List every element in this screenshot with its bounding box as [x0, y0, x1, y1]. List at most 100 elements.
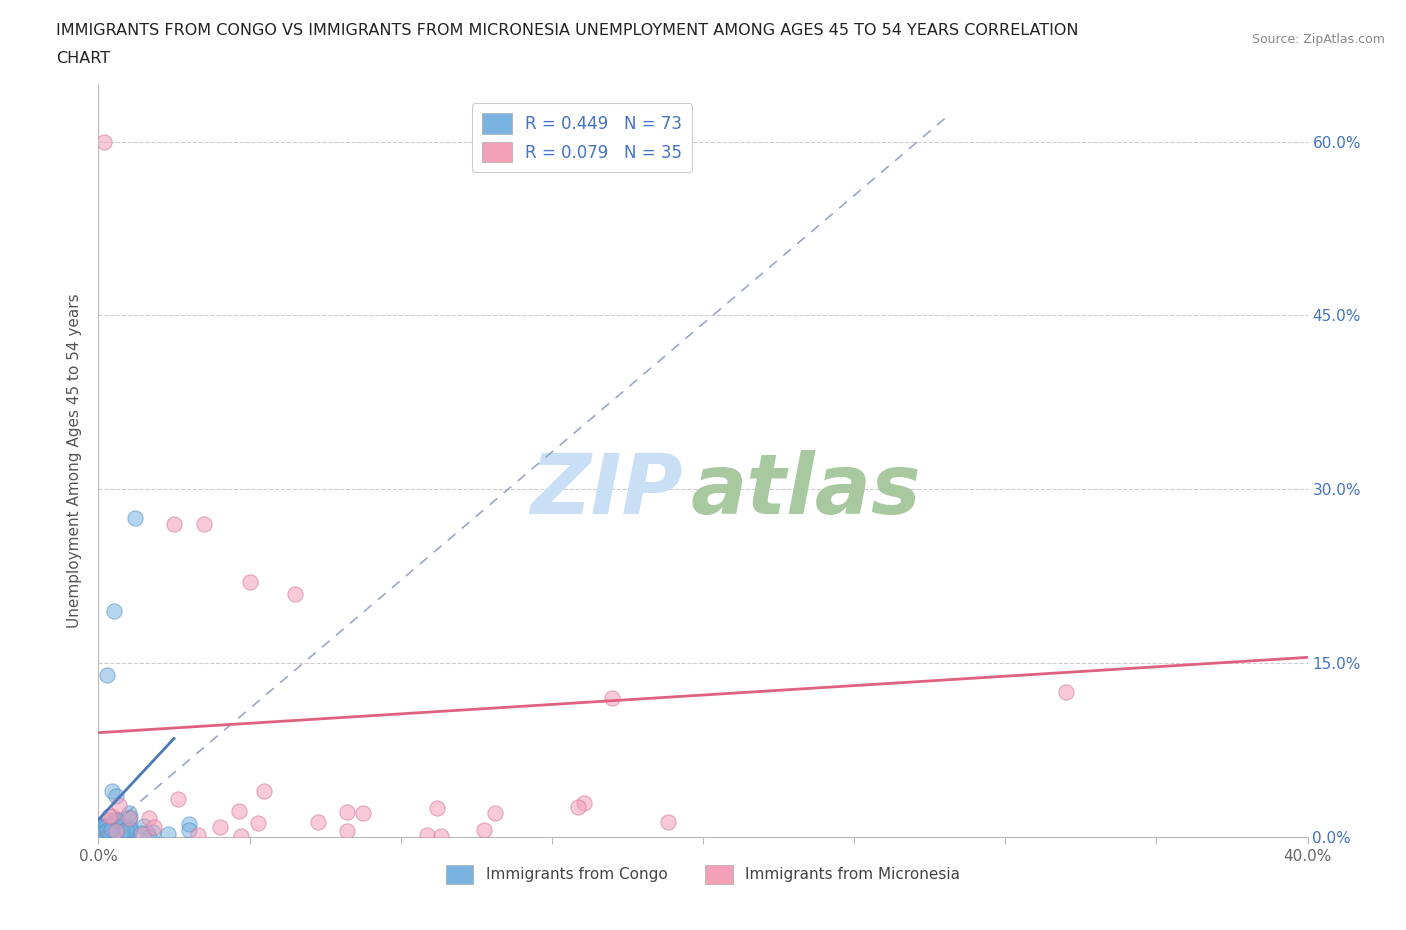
Text: IMMIGRANTS FROM CONGO VS IMMIGRANTS FROM MICRONESIA UNEMPLOYMENT AMONG AGES 45 T: IMMIGRANTS FROM CONGO VS IMMIGRANTS FROM… — [56, 23, 1078, 38]
Point — [100, 821, 122, 836]
Point — [166, 791, 188, 806]
Point — [134, 818, 156, 833]
Point — [136, 826, 159, 841]
Point — [100, 829, 122, 844]
Text: atlas: atlas — [690, 450, 921, 531]
Legend: Immigrants from Congo, Immigrants from Micronesia: Immigrants from Congo, Immigrants from M… — [440, 858, 966, 890]
Point — [157, 827, 180, 842]
Point — [657, 815, 679, 830]
Point — [307, 815, 329, 830]
Point — [118, 813, 141, 828]
Point — [138, 811, 160, 826]
Point — [101, 821, 124, 836]
Point — [105, 828, 128, 843]
Point — [107, 819, 129, 834]
Point — [96, 822, 118, 837]
Point — [142, 819, 165, 834]
Point — [91, 822, 114, 837]
Point — [94, 819, 117, 834]
Point — [90, 819, 112, 834]
Point — [98, 826, 121, 841]
Point — [107, 813, 129, 828]
Point — [105, 812, 128, 827]
Y-axis label: Unemployment Among Ages 45 to 54 years: Unemployment Among Ages 45 to 54 years — [67, 293, 83, 628]
Point — [129, 826, 152, 841]
Point — [118, 811, 141, 826]
Point — [179, 817, 201, 831]
Point — [118, 822, 141, 837]
Point — [97, 826, 120, 841]
Point — [352, 805, 374, 820]
Point — [101, 808, 124, 823]
Point — [103, 812, 125, 827]
Text: ZIP: ZIP — [530, 450, 682, 531]
Point — [89, 817, 111, 832]
Point — [90, 818, 112, 833]
Point — [93, 830, 115, 844]
Point — [179, 822, 201, 837]
Point — [229, 829, 252, 844]
Point — [103, 828, 125, 843]
Point — [239, 575, 262, 590]
Point — [97, 829, 120, 844]
Point — [108, 798, 131, 813]
Point — [415, 828, 437, 843]
Point — [138, 830, 160, 844]
Point — [602, 690, 624, 705]
Point — [484, 805, 506, 820]
Point — [96, 668, 118, 683]
Point — [100, 830, 122, 844]
Point — [572, 795, 595, 810]
Text: Source: ZipAtlas.com: Source: ZipAtlas.com — [1251, 33, 1385, 46]
Point — [187, 828, 209, 843]
Point — [115, 823, 138, 838]
Point — [98, 809, 121, 824]
Point — [97, 829, 120, 844]
Point — [567, 800, 589, 815]
Point — [93, 134, 115, 149]
Point — [118, 805, 141, 820]
Point — [100, 829, 122, 844]
Point — [90, 826, 112, 841]
Point — [429, 828, 451, 843]
Text: CHART: CHART — [56, 51, 110, 66]
Point — [105, 818, 128, 833]
Point — [101, 820, 124, 835]
Point — [124, 511, 146, 525]
Point — [96, 826, 118, 841]
Point — [115, 827, 138, 842]
Point — [253, 784, 276, 799]
Point — [111, 825, 134, 840]
Point — [110, 825, 132, 840]
Point — [336, 804, 359, 819]
Point — [132, 827, 155, 842]
Point — [208, 819, 231, 834]
Point — [103, 604, 125, 618]
Point — [104, 817, 127, 831]
Point — [142, 825, 165, 840]
Point — [101, 828, 124, 843]
Point — [104, 789, 127, 804]
Point — [118, 809, 141, 824]
Point — [110, 825, 132, 840]
Point — [336, 824, 359, 839]
Point — [193, 517, 215, 532]
Point — [120, 821, 142, 836]
Point — [163, 517, 186, 532]
Point — [96, 818, 118, 833]
Point — [117, 819, 139, 834]
Point — [105, 823, 128, 838]
Point — [111, 823, 134, 838]
Point — [426, 800, 449, 815]
Point — [110, 828, 132, 843]
Point — [284, 586, 307, 601]
Point — [93, 820, 115, 835]
Point — [100, 822, 122, 837]
Point — [1054, 684, 1077, 699]
Point — [246, 815, 269, 830]
Point — [101, 826, 124, 841]
Point — [111, 826, 134, 841]
Point — [91, 828, 114, 843]
Point — [101, 783, 124, 798]
Point — [96, 821, 118, 836]
